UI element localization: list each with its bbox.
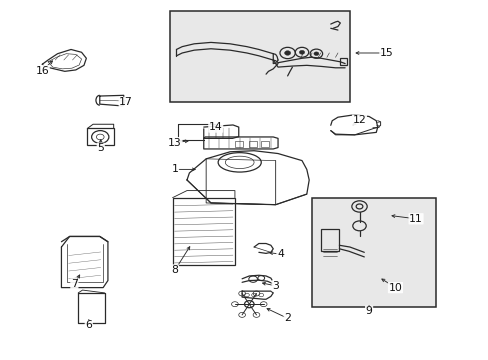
Text: 7: 7 <box>71 279 78 289</box>
Text: 1: 1 <box>171 165 178 174</box>
Bar <box>249 141 256 147</box>
Text: 12: 12 <box>352 115 366 125</box>
Text: 5: 5 <box>97 143 104 153</box>
Circle shape <box>284 51 290 55</box>
Circle shape <box>313 52 318 55</box>
Text: 10: 10 <box>388 283 402 293</box>
Text: 17: 17 <box>119 98 133 107</box>
Text: 4: 4 <box>276 249 284 259</box>
Text: 9: 9 <box>365 306 372 316</box>
Text: 11: 11 <box>408 214 422 224</box>
Bar <box>261 141 268 147</box>
Bar <box>234 141 242 147</box>
Circle shape <box>299 50 304 54</box>
Bar <box>87 129 113 145</box>
Bar <box>340 58 346 66</box>
Text: 2: 2 <box>284 313 290 323</box>
Bar <box>170 11 349 102</box>
Text: 14: 14 <box>208 122 222 132</box>
Text: 8: 8 <box>171 265 178 275</box>
Text: 3: 3 <box>272 281 279 291</box>
Bar <box>311 198 435 307</box>
Bar <box>172 198 234 265</box>
Bar <box>321 229 339 251</box>
Text: 16: 16 <box>35 66 49 76</box>
Text: 6: 6 <box>85 320 92 330</box>
Text: 13: 13 <box>168 138 182 148</box>
Text: 15: 15 <box>379 48 393 58</box>
